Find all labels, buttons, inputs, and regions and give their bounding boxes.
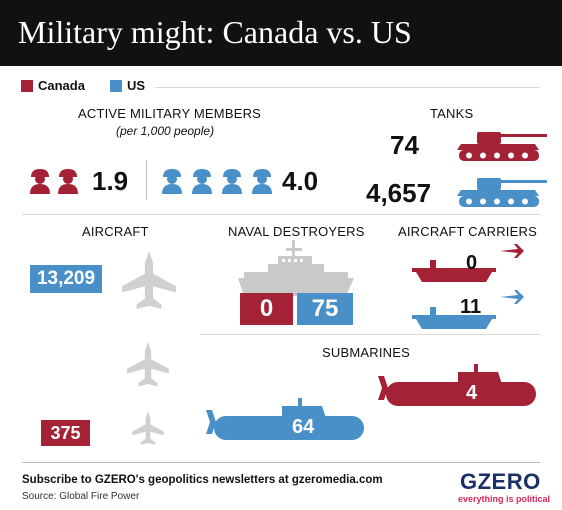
us-destroyers-badge: 75 bbox=[297, 293, 353, 325]
canada-carrier-icon-wrap bbox=[412, 258, 496, 287]
destroyer-ship-icon bbox=[238, 240, 354, 296]
carriers-title: AIRCRAFT CARRIERS bbox=[398, 224, 537, 239]
us-members-value: 4.0 bbox=[282, 166, 319, 196]
soldier-icon bbox=[252, 169, 272, 194]
us-jet-icon-wrap bbox=[118, 249, 180, 316]
canada-submarines-value: 4 bbox=[466, 382, 478, 404]
active-members-title: ACTIVE MILITARY MEMBERS bbox=[78, 106, 262, 121]
submarine-icon bbox=[206, 398, 364, 440]
submarine-icon bbox=[378, 364, 536, 406]
submarines-title: SUBMARINES bbox=[322, 345, 410, 360]
small-jet-icon bbox=[500, 290, 524, 304]
jet-icon bbox=[127, 341, 169, 387]
tank-icon bbox=[457, 132, 547, 161]
members-divider bbox=[146, 160, 147, 200]
tanks-title: TANKS bbox=[430, 106, 474, 121]
section-divider bbox=[200, 334, 540, 335]
canada-destroyers-badge: 0 bbox=[240, 293, 293, 325]
legend-divider bbox=[155, 87, 540, 88]
source-text: Source: Global Fire Power bbox=[22, 491, 140, 502]
destroyers-title: NAVAL DESTROYERS bbox=[228, 224, 365, 239]
aircraft-title: AIRCRAFT bbox=[82, 224, 149, 239]
mid-jet-icon-wrap bbox=[124, 340, 172, 393]
canada-jet-icon-wrap bbox=[130, 410, 166, 451]
us-carriers-value: 11 bbox=[460, 296, 482, 318]
subscribe-text[interactable]: Subscribe to GZERO's geopolitics newslet… bbox=[22, 474, 383, 486]
jet-icon bbox=[132, 411, 164, 445]
carrier-ship-icon bbox=[412, 260, 496, 282]
gzero-logo[interactable]: GZERO bbox=[460, 469, 541, 494]
us-carrier-icon-wrap bbox=[412, 305, 496, 334]
canada-soldier-icons bbox=[28, 168, 86, 199]
soldier-icon bbox=[30, 169, 50, 194]
us-submarine-icon-wrap bbox=[206, 396, 366, 449]
soldier-icons-canada bbox=[30, 169, 78, 194]
legend-swatch-canada bbox=[21, 80, 33, 92]
footer-divider bbox=[22, 462, 540, 463]
soldier-icon bbox=[162, 169, 182, 194]
us-soldier-icons bbox=[160, 168, 274, 199]
canada-members-value: 1.9 bbox=[92, 166, 129, 196]
canada-carriers-value: 0 bbox=[466, 252, 478, 274]
tank-icon bbox=[457, 178, 547, 207]
soldier-icon bbox=[192, 169, 212, 194]
active-members-subtitle: (per 1,000 people) bbox=[116, 124, 215, 138]
us-tanks-value: 4,657 bbox=[366, 178, 432, 208]
us-aircraft-badge: 13,209 bbox=[30, 265, 102, 293]
section-divider bbox=[22, 214, 540, 215]
page-title: Military might: Canada vs. US bbox=[18, 14, 412, 50]
soldier-icon bbox=[222, 169, 242, 194]
carrier-ship-icon bbox=[412, 307, 496, 329]
canada-tank-icon-wrap bbox=[455, 130, 551, 169]
canada-carrier-plane-wrap bbox=[500, 244, 524, 263]
us-carrier-plane-wrap bbox=[500, 290, 524, 309]
us-tank-icon-wrap bbox=[455, 176, 551, 215]
destroyer-icon-wrap bbox=[238, 240, 354, 301]
canada-aircraft-badge: 375 bbox=[41, 420, 90, 446]
legend-swatch-us bbox=[110, 80, 122, 92]
canada-tanks-value: 74 bbox=[390, 130, 419, 160]
legend-label-us: US bbox=[127, 78, 146, 93]
soldier-icon bbox=[58, 169, 78, 194]
jet-icon bbox=[122, 251, 176, 309]
us-submarines-value: 64 bbox=[292, 416, 315, 438]
small-jet-icon bbox=[500, 244, 524, 258]
header-bar bbox=[0, 0, 562, 66]
gzero-tagline: everything is political bbox=[458, 494, 551, 504]
soldier-icons-us bbox=[162, 169, 272, 194]
canada-submarine-icon-wrap bbox=[378, 362, 538, 415]
legend-label-canada: Canada bbox=[38, 78, 85, 93]
